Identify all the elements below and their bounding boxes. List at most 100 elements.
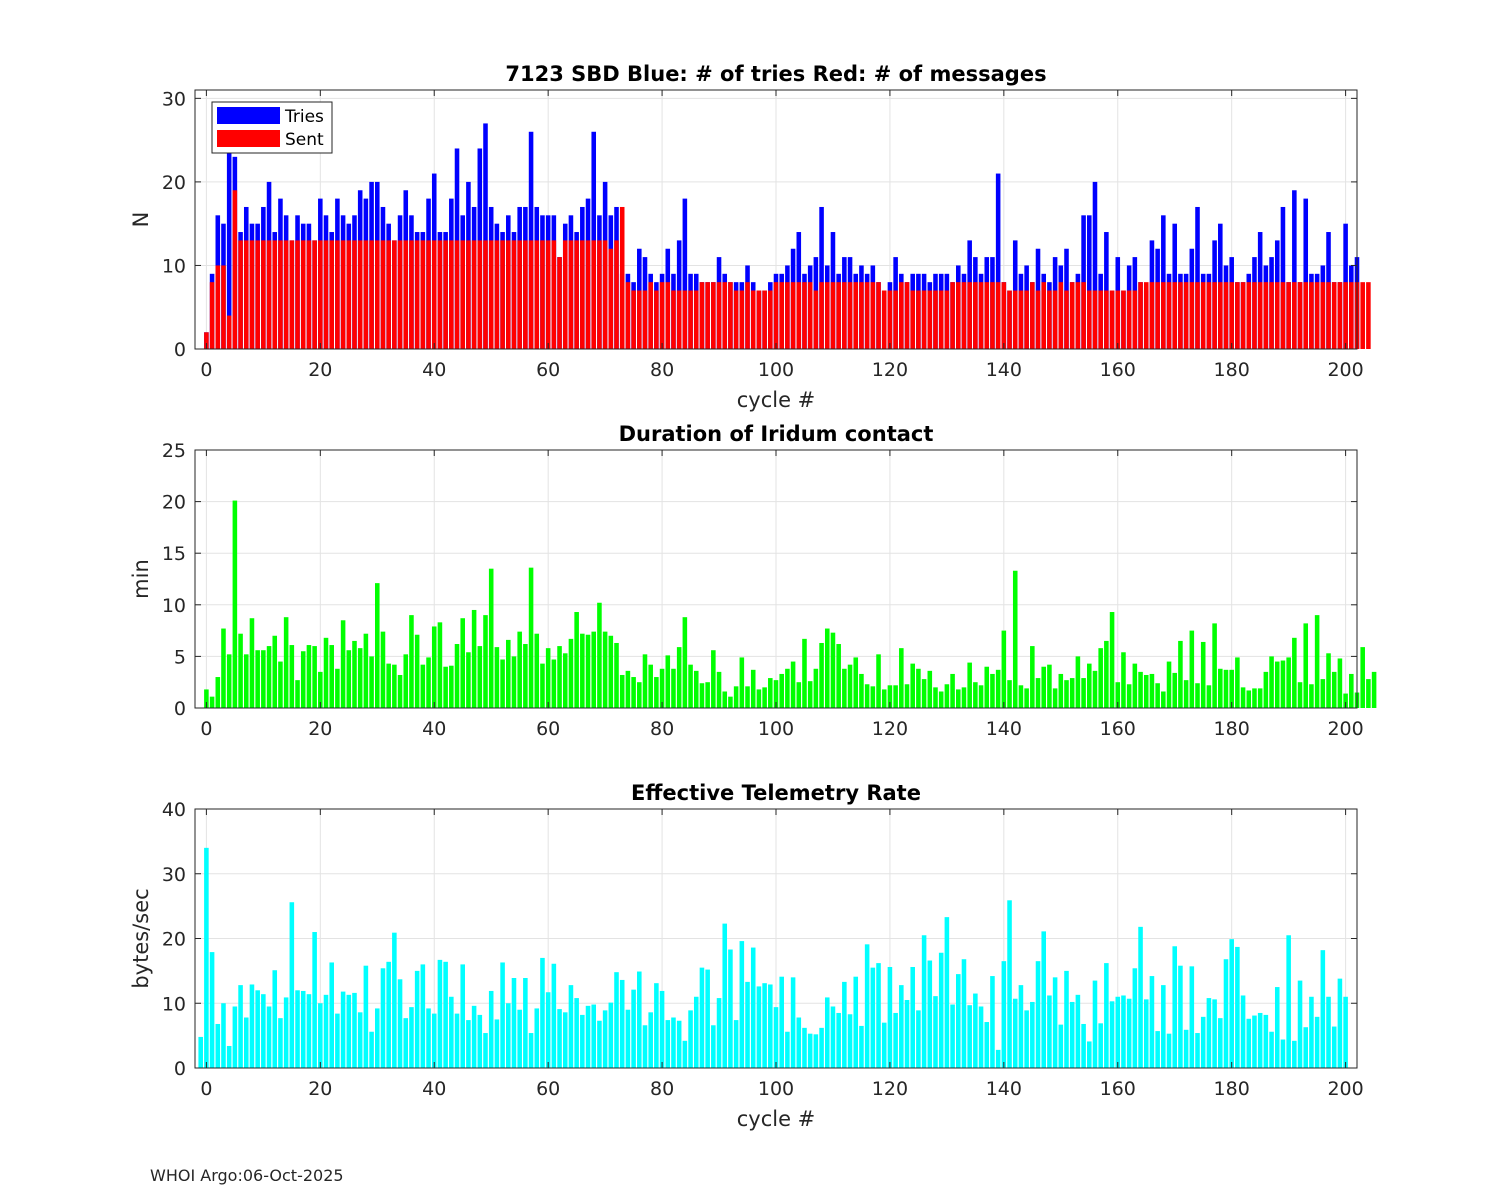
bar	[414, 634, 420, 708]
bar	[1195, 683, 1200, 708]
bar	[488, 568, 494, 708]
bar	[375, 1008, 380, 1068]
bar	[619, 979, 625, 1068]
bar	[1246, 690, 1252, 708]
bar	[802, 282, 807, 349]
bar	[1132, 968, 1138, 1068]
bar	[1195, 1033, 1200, 1068]
bar	[1274, 661, 1280, 708]
bar	[671, 290, 676, 349]
bar	[625, 282, 631, 349]
bar	[562, 653, 568, 708]
x-tick-label: 160	[1100, 359, 1136, 381]
bar	[551, 963, 557, 1068]
bar	[226, 315, 232, 349]
bar	[1257, 282, 1263, 349]
bar	[363, 633, 369, 708]
bar	[1149, 282, 1155, 349]
bar	[1064, 290, 1069, 349]
bar	[1058, 1024, 1064, 1068]
bar	[289, 240, 295, 349]
bar	[431, 240, 437, 349]
bar	[346, 650, 352, 708]
bar	[346, 994, 352, 1068]
bar	[750, 290, 756, 349]
bar	[534, 1008, 540, 1068]
bar	[705, 969, 710, 1068]
bar	[1155, 683, 1160, 708]
bar	[1069, 678, 1075, 708]
bar	[899, 282, 904, 349]
bar	[488, 240, 494, 349]
bar	[591, 1004, 597, 1068]
bar	[756, 290, 762, 349]
bar	[688, 1010, 693, 1068]
bar	[283, 617, 289, 708]
bar	[1109, 290, 1115, 349]
bar	[215, 1023, 221, 1068]
bar	[1297, 980, 1303, 1068]
bar	[1223, 959, 1229, 1068]
bar	[728, 949, 733, 1068]
bar	[477, 240, 483, 349]
bar	[870, 282, 876, 349]
bar	[420, 664, 426, 708]
y-tick-label: 20	[162, 929, 186, 951]
bar	[881, 1022, 887, 1068]
bar	[1200, 641, 1206, 708]
bar	[534, 633, 540, 708]
bar	[340, 240, 346, 349]
bar	[659, 990, 665, 1068]
bar	[745, 981, 750, 1068]
bar	[739, 657, 745, 708]
bar	[836, 1012, 841, 1068]
bar	[716, 998, 722, 1068]
bar	[904, 684, 910, 708]
bar	[608, 248, 614, 349]
bar	[1024, 290, 1029, 349]
bar	[1303, 623, 1309, 708]
bar	[956, 689, 961, 708]
bar	[676, 647, 682, 708]
bar	[711, 282, 716, 349]
bar	[904, 282, 910, 349]
bar	[1098, 290, 1103, 349]
bar	[329, 645, 334, 708]
bar	[1252, 688, 1257, 708]
bar	[392, 932, 397, 1068]
bar	[659, 282, 665, 349]
bar	[614, 240, 619, 349]
bar	[540, 663, 545, 708]
bar	[1024, 1010, 1029, 1068]
bar	[847, 664, 853, 708]
bar	[1178, 965, 1183, 1068]
bar	[574, 612, 579, 708]
bar	[819, 282, 824, 349]
bar	[449, 996, 454, 1068]
bar	[779, 282, 784, 349]
bar	[682, 290, 688, 349]
bar	[614, 642, 619, 708]
bar	[597, 1020, 602, 1068]
bar	[1092, 181, 1098, 349]
bar	[204, 332, 209, 349]
bar	[283, 240, 289, 349]
bar	[243, 240, 249, 349]
bar	[255, 240, 260, 349]
series-duration	[204, 500, 1377, 708]
y-tick-label: 15	[162, 543, 186, 565]
chart-title: Effective Telemetry Rate	[631, 781, 921, 805]
bar	[528, 567, 534, 708]
bar	[733, 1020, 739, 1068]
bar	[1104, 640, 1109, 708]
bar	[893, 685, 898, 708]
bar	[323, 637, 329, 708]
bar	[1218, 668, 1223, 708]
bar	[853, 282, 859, 349]
bar	[967, 1005, 972, 1068]
bar	[984, 1022, 990, 1068]
y-axis-label: bytes/sec	[129, 888, 153, 988]
bar	[1314, 1016, 1320, 1068]
bar	[1371, 671, 1377, 708]
bar	[483, 615, 488, 708]
